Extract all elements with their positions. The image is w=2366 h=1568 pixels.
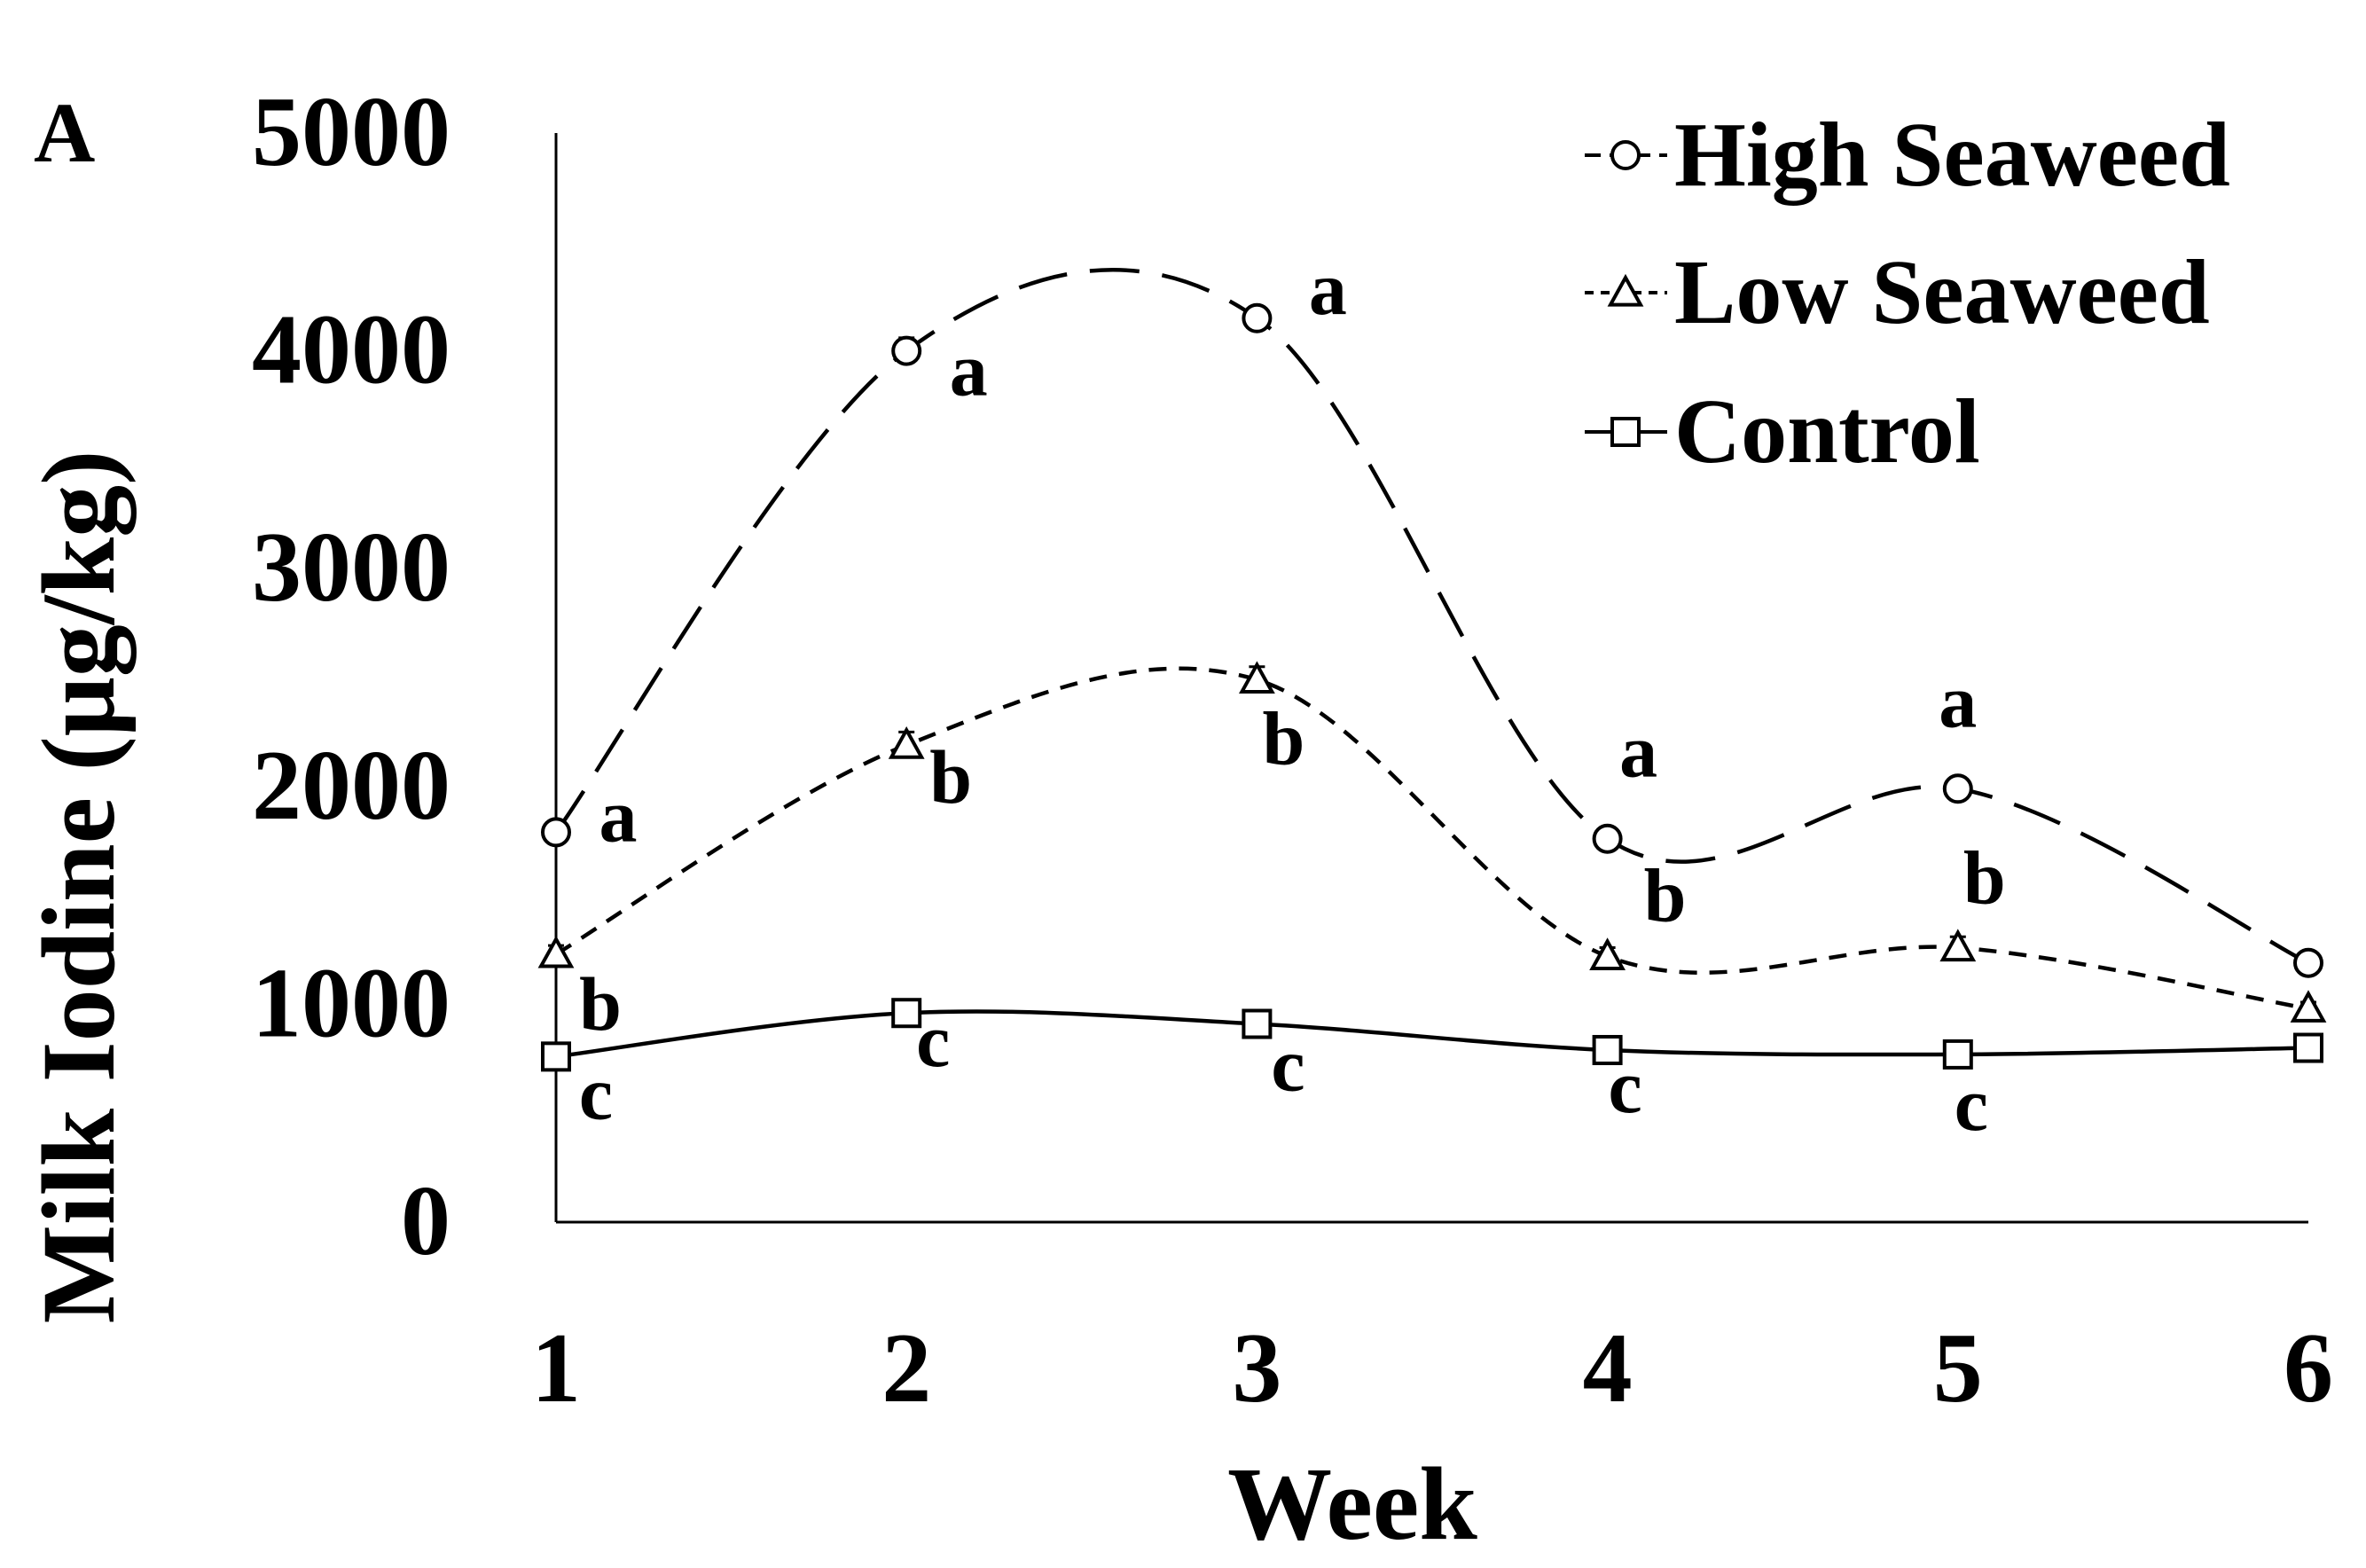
legend-label: Low Seaweed [1674, 241, 2210, 343]
y-tick-label: 4000 [252, 295, 450, 405]
series-high-seaweed: a a a a a [541, 246, 2323, 978]
legend-item: High Seaweed [1585, 104, 2230, 206]
x-axis-title: Week [1227, 1446, 1477, 1562]
panel-label: A [34, 85, 95, 180]
data-point-marker [541, 817, 571, 848]
significance-letter: b [1963, 835, 2006, 921]
data-point-marker [1592, 1034, 1623, 1065]
x-tick-label: 2 [881, 1313, 931, 1423]
x-tick-label: 4 [1583, 1313, 1633, 1423]
legend-label: Control [1674, 380, 1980, 482]
data-point-marker [891, 335, 922, 366]
data-point-marker [1942, 1039, 1973, 1070]
x-tick-label: 6 [2284, 1313, 2333, 1423]
legend-item: Low Seaweed [1585, 241, 2210, 343]
y-tick-label: 1000 [252, 948, 450, 1058]
data-point-marker [1939, 929, 1977, 962]
legend-label: High Seaweed [1674, 104, 2230, 206]
significance-letter: b [1644, 852, 1687, 937]
x-tick-label: 5 [1933, 1313, 1983, 1423]
series-line [555, 1009, 2309, 1059]
x-tick-label: 3 [1232, 1313, 1281, 1423]
data-point-marker [888, 726, 925, 759]
series-line [554, 666, 2309, 1011]
significance-letter: c [579, 1050, 613, 1135]
data-point-marker [2293, 947, 2323, 978]
data-point-marker [1239, 661, 1275, 694]
data-point-marker [1589, 937, 1626, 970]
significance-letter: a [1619, 709, 1657, 794]
significance-letter: c [1609, 1044, 1642, 1129]
legend: High Seaweed Low Seaweed Control [1585, 104, 2230, 482]
data-point-marker [1592, 823, 1623, 854]
y-tick-label: 2000 [252, 731, 450, 841]
y-tick-label: 5000 [252, 77, 450, 187]
data-point-marker [537, 935, 575, 968]
significance-letter: b [1262, 695, 1304, 780]
x-tick-label: 1 [531, 1313, 581, 1423]
significance-letter: b [929, 734, 972, 819]
significance-letter: a [1309, 246, 1347, 331]
significance-letter: c [1271, 1023, 1304, 1108]
data-point-marker [1942, 773, 1973, 804]
significance-letter: a [599, 772, 638, 858]
data-point-marker [2293, 1032, 2323, 1063]
data-point-marker [891, 998, 922, 1029]
significance-letter: a [1939, 658, 1977, 743]
legend-marker [1610, 140, 1641, 170]
series-control: cc c c c [541, 998, 2323, 1147]
legend-marker [1610, 417, 1641, 447]
series-line [554, 268, 2310, 965]
series-low-seaweed: b b b b b [537, 661, 2327, 1047]
legend-marker [1607, 273, 1644, 307]
legend-item: Control [1585, 380, 1980, 482]
significance-letter: b [579, 961, 622, 1047]
data-point-marker [2290, 990, 2327, 1023]
significance-letter: c [1955, 1062, 1988, 1147]
data-point-marker [1242, 302, 1273, 333]
significance-letter: c [916, 998, 950, 1083]
y-axis-title: Milk Iodine (μg/kg) [20, 451, 137, 1324]
x-tick-labels: 1 2 3 4 5 6 [531, 1313, 2333, 1423]
significance-letter: a [950, 327, 988, 412]
y-tick-labels: 0 1000 2000 3000 4000 5000 [252, 77, 450, 1276]
data-point-marker [541, 1041, 571, 1072]
y-tick-label: 0 [401, 1166, 450, 1276]
data-point-marker [1242, 1008, 1273, 1039]
y-tick-label: 3000 [252, 513, 450, 623]
